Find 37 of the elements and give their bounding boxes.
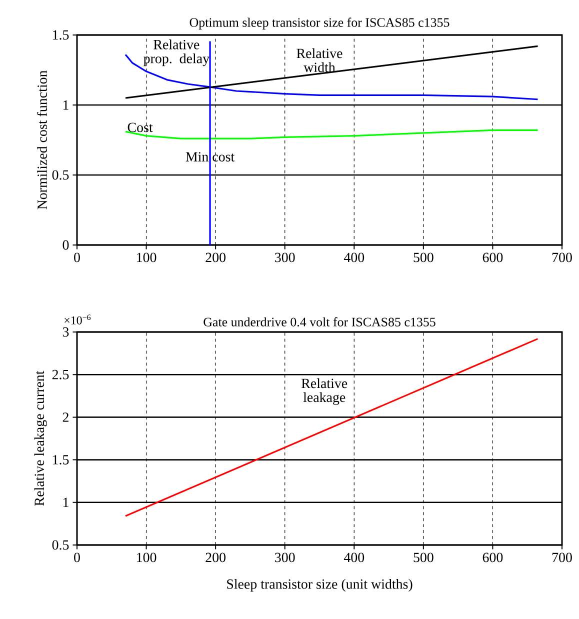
y-axis-title: Relative leakage current — [34, 370, 47, 506]
x-tick-label: 100 — [137, 552, 156, 562]
chart-title: Optimum sleep transistor size for ISCAS85 c1355 — [190, 18, 450, 30]
y-tick-label: 2.5 — [52, 370, 69, 380]
y-tick-label: 2 — [62, 412, 68, 422]
x-tick-label: 700 — [552, 552, 572, 562]
x-tick-label: 200 — [206, 552, 226, 562]
chart-title: Gate underdrive 0.4 volt for ISCAS85 c1355 — [204, 317, 436, 326]
y-axis-title: Normilized cost function — [36, 70, 47, 210]
series-label: Cost — [128, 122, 153, 132]
x-tick-label: 500 — [414, 252, 434, 262]
x-tick-label: 300 — [275, 252, 295, 262]
y-tick-label: 1 — [63, 100, 68, 110]
y-tick-label: 0 — [62, 240, 69, 250]
y-tick-label: 1.5 — [53, 30, 69, 40]
x-axis-title: Sleep transistor size (unit widths) — [227, 578, 412, 592]
x-tick-label: 0 — [74, 552, 80, 562]
y-tick-label: 0.5 — [52, 540, 69, 550]
x-tick-label: 500 — [414, 552, 434, 562]
text: ×10$^{−6}$ — [64, 314, 91, 324]
x-tick-label: 400 — [344, 552, 364, 562]
series-label: Relative leakage — [302, 378, 348, 405]
x-tick-label: 300 — [275, 552, 295, 562]
x-tick-label: 0 — [74, 252, 80, 262]
y-tick-label: 1.5 — [53, 455, 69, 464]
y-tick-label: 1 — [63, 498, 68, 507]
x-tick-label: 200 — [206, 252, 226, 262]
series-label: Relative width — [296, 48, 342, 72]
y-tick-label: 3 — [62, 327, 69, 337]
x-tick-label: 100 — [137, 252, 156, 262]
x-tick-label: 400 — [344, 252, 364, 262]
x-tick-label: 700 — [552, 252, 572, 262]
ref-line-label: Min cost — [186, 152, 235, 162]
series-label: Relative prop. delay — [144, 40, 210, 66]
x-tick-label: 600 — [482, 552, 503, 562]
x-tick-label: 600 — [482, 252, 503, 262]
y-tick-label: 0.5 — [52, 170, 69, 180]
